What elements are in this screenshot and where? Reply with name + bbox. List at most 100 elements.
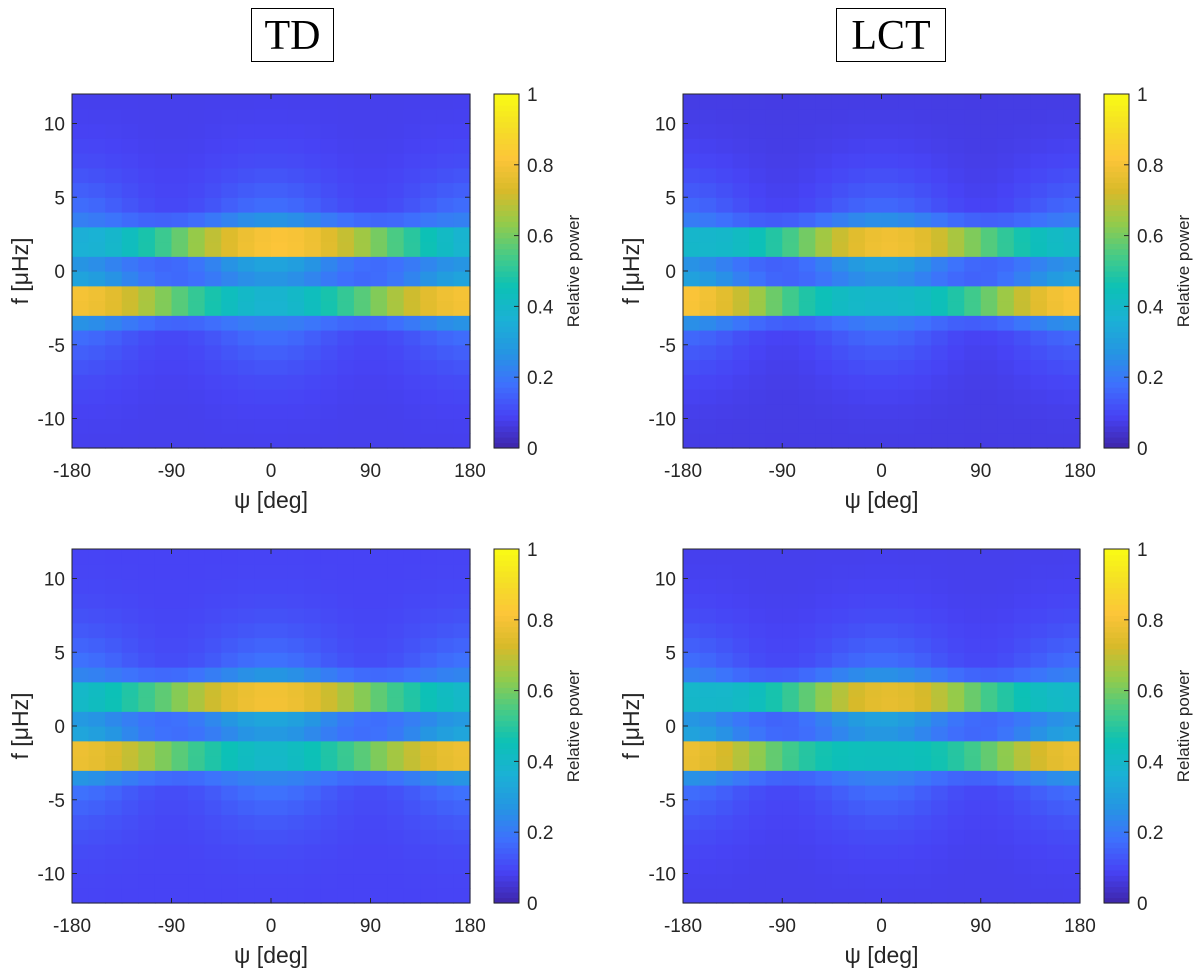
heatmap-cell (72, 755, 90, 771)
heatmap-cell (683, 549, 701, 565)
heatmap-cell (171, 344, 189, 361)
heatmap-cell (947, 138, 965, 154)
heatmap-cell (716, 167, 734, 184)
heatmap-cell (436, 418, 455, 434)
heatmap-cell (237, 888, 256, 904)
heatmap-cell (749, 94, 767, 110)
heatmap-cell (403, 755, 421, 771)
heatmap-cell (1046, 740, 1065, 757)
heatmap-cell (287, 593, 305, 609)
heatmap-cell (171, 829, 189, 845)
heatmap-cell (387, 681, 405, 698)
heatmap-cell (765, 418, 783, 434)
colorbar-swatch (494, 726, 519, 733)
heatmap-cell (287, 359, 305, 375)
heatmap-cell (1030, 123, 1048, 139)
heatmap-cell (1063, 799, 1081, 816)
heatmap-cell (204, 344, 222, 361)
heatmap-cell (271, 667, 289, 683)
heatmap-cell (749, 770, 767, 786)
heatmap-cell (88, 770, 106, 786)
heatmap-cell (997, 197, 1015, 213)
heatmap-cell (732, 681, 750, 698)
heatmap-cell (964, 681, 982, 698)
heatmap-cell (782, 770, 800, 786)
colorbar-swatch (494, 731, 519, 738)
heatmap-cell (1046, 799, 1065, 816)
heatmap-cell (765, 785, 783, 801)
heatmap-cell (815, 578, 833, 594)
colorbar-swatch (494, 858, 519, 865)
heatmap-cell (864, 197, 883, 213)
heatmap-cell (931, 330, 949, 346)
heatmap-cell (370, 652, 388, 668)
colorbar-swatch (1104, 742, 1129, 749)
heatmap-cell (254, 226, 272, 243)
heatmap-cell (1013, 785, 1031, 801)
heatmap-cell (964, 344, 982, 361)
heatmap-cell (138, 785, 156, 801)
heatmap-cell (749, 167, 767, 184)
heatmap-cell (204, 359, 222, 375)
heatmap-cell (221, 563, 239, 580)
heatmap-cell (1030, 549, 1048, 565)
heatmap-cell (964, 138, 982, 154)
heatmap-cell (420, 549, 438, 565)
heatmap-cell (188, 726, 206, 742)
heatmap-cell (732, 330, 750, 346)
heatmap-cell (1046, 389, 1065, 405)
heatmap-cell (171, 858, 189, 875)
heatmap-cell (914, 374, 932, 390)
heatmap-cell (848, 256, 866, 272)
heatmap-cell (848, 315, 866, 331)
heatmap-cell (304, 182, 322, 198)
heatmap-cell (716, 197, 734, 213)
colorbar-swatch (1104, 282, 1129, 289)
heatmap-cell (898, 241, 916, 257)
heatmap-cell (699, 873, 717, 889)
heatmap-cell (188, 344, 206, 361)
heatmap-cell (72, 241, 90, 257)
heatmap-cell (320, 271, 338, 287)
colorbar-swatch (1104, 271, 1129, 278)
heatmap-cell (154, 593, 173, 609)
colorbar-swatch (494, 631, 519, 639)
heatmap-cell (154, 285, 173, 302)
heatmap-cell (221, 873, 239, 889)
heatmap-cell (699, 888, 717, 904)
heatmap-cell (1046, 844, 1065, 860)
heatmap-cell (782, 726, 800, 742)
heatmap-cell (436, 330, 455, 346)
heatmap-cell (931, 226, 949, 243)
heatmap-cell (765, 844, 783, 860)
heatmap-cell (105, 138, 123, 154)
heatmap-cell (72, 888, 90, 904)
heatmap-cell (997, 315, 1015, 331)
heatmap-cell (815, 403, 833, 420)
heatmap-cell (1013, 94, 1031, 110)
colorbar-swatch (1104, 276, 1129, 283)
colorbar-tick-label: 0 (527, 894, 538, 915)
heatmap-cell (221, 344, 239, 361)
heatmap-cell (1013, 138, 1031, 154)
heatmap-cell (931, 563, 949, 580)
heatmap-cell (831, 389, 850, 405)
heatmap-cell (138, 330, 156, 346)
heatmap-cell (1013, 108, 1031, 125)
y-tick-label: -5 (48, 791, 65, 812)
heatmap-cell (304, 829, 322, 845)
heatmap-cell (105, 285, 123, 302)
heatmap-cell (1063, 652, 1081, 668)
colorbar-swatch (494, 121, 519, 128)
colorbar-swatch (1104, 554, 1129, 561)
heatmap-cell (436, 578, 455, 594)
heatmap-cell (221, 785, 239, 801)
x-tick-label: -180 (664, 461, 702, 482)
heatmap-cell (881, 374, 899, 390)
heatmap-cell (320, 418, 338, 434)
heatmap-cell (287, 108, 305, 125)
heatmap-cell (254, 814, 272, 830)
heatmap-cell (403, 182, 421, 198)
heatmap-cell (337, 94, 355, 110)
heatmap-cell (1013, 858, 1031, 875)
